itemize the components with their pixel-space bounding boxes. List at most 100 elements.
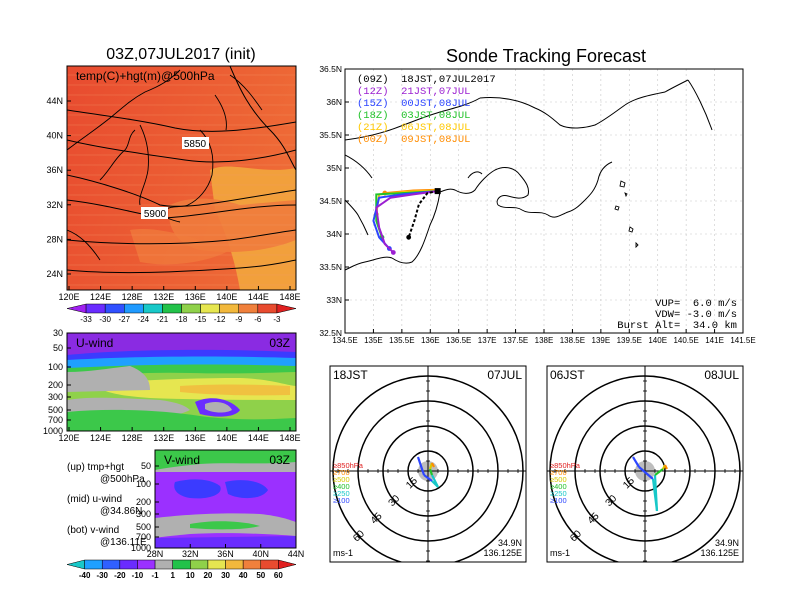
track-lat-label: 32.5N xyxy=(319,328,342,338)
wind-trace-segment xyxy=(428,468,434,476)
hodograph-panel-0: 18JST 07JUL15304560≥850hPa≥700≥500≥400≥25… xyxy=(329,365,527,563)
note-up-1: (up) tmp+hgt xyxy=(67,462,124,473)
param-vup: VUP= 6.0 m/s xyxy=(655,298,737,310)
track-lon-label: 140.5E xyxy=(673,336,698,345)
vwind-lat-label: 40N xyxy=(252,549,269,559)
map-lat-axis: 44N 40N 36N 32N 28N 24N xyxy=(46,96,71,279)
temp-colorbar-swatch xyxy=(257,303,278,314)
track-lat-label: 33.5N xyxy=(319,262,342,272)
note-bot-1: (bot) v-wind xyxy=(67,525,119,536)
track-lon-label: 136E xyxy=(421,336,440,345)
vwind-lat-label: 28N xyxy=(147,549,164,559)
map-lon-label: 132E xyxy=(153,292,174,302)
wind-colorbar-swatch xyxy=(137,559,156,570)
track-lon-label: 141.5E xyxy=(730,336,755,345)
track-lon-label: 139E xyxy=(592,336,611,345)
hodograph-level-label: ≥250 xyxy=(550,489,567,498)
temp-colorbar-label: -30 xyxy=(99,315,111,324)
temp-colorbar-label: -24 xyxy=(138,315,150,324)
hodograph-time-jst: 18JST xyxy=(333,368,368,382)
vwind-p-label: 700 xyxy=(136,532,151,542)
tracking-lat-axis: 36.5N 36N 35.5N 35N 34.5N 34N 33.5N 33N 32.5N xyxy=(319,64,349,338)
temp-colorbar-swatch xyxy=(181,303,201,314)
uwind-lon-axis: 120E 124E 128E 132E 136E 140E 144E 148E xyxy=(58,427,301,443)
uwind-lon-label: 144E xyxy=(248,433,269,443)
track-lon-label: 138.5E xyxy=(560,336,585,345)
wind-trace-segment xyxy=(654,468,664,476)
uwind-p-label: 30 xyxy=(53,328,63,338)
track-lat-label: 35N xyxy=(326,163,342,173)
hodograph-frame xyxy=(329,365,527,563)
wind-colorbar-swatch xyxy=(101,559,121,570)
landing-point-0 xyxy=(406,234,412,240)
wind-trace-segment xyxy=(423,474,433,482)
wind-colorbar-swatch xyxy=(172,559,191,570)
wind-colorbar-swatch xyxy=(260,559,279,570)
note-mid-2: @34.86N xyxy=(100,506,142,517)
vwind-p-label: 300 xyxy=(136,509,151,519)
temp-map: 5850 5900 temp(C)+hgt(m)@500hPa 44N 40N 36… xyxy=(46,65,301,302)
hodograph-level-label: ≥850hPa xyxy=(550,461,581,470)
uwind-p-label: 500 xyxy=(48,405,63,415)
wind-colorbar-swatch xyxy=(84,559,103,570)
uwind-label: U-wind xyxy=(76,336,113,350)
temp-colorbar-label: -9 xyxy=(235,315,243,324)
small-islands xyxy=(614,180,639,249)
hodograph-lon: 136.125E xyxy=(483,548,522,558)
temp-colorbar-swatch xyxy=(276,303,297,314)
panel-notes: (up) tmp+hgt @500hPa (mid) u-wind @34.86… xyxy=(67,462,147,548)
temp-colorbar-label: -27 xyxy=(118,315,130,324)
uwind-lon-label: 140E xyxy=(216,433,237,443)
hodograph-frame xyxy=(546,365,744,563)
hodograph-level-label: ≥250 xyxy=(333,489,350,498)
wind-colorbar-swatch xyxy=(119,559,138,570)
uwind-time: 03Z xyxy=(269,336,290,350)
hodograph-date: 07JUL xyxy=(487,368,522,382)
track-lon-label: 138E xyxy=(535,336,554,345)
wind-colorbar-swatch xyxy=(278,559,297,570)
track-lat-label: 33N xyxy=(326,295,342,305)
wind-trace-segment xyxy=(653,474,659,512)
track-lon-label: 137E xyxy=(478,336,497,345)
temp-colorbar-swatch xyxy=(238,303,259,314)
note-mid-1: (mid) u-wind xyxy=(67,494,122,505)
wind-colorbar: -40 -30 -20 -10 -1 1 10 20 30 40 50 60 xyxy=(66,559,297,580)
contour-label-5850: 5850 xyxy=(184,139,207,150)
vwind-label: V-wind xyxy=(164,453,200,467)
track-line-0 xyxy=(407,190,438,238)
wind-trace-segment xyxy=(632,456,640,468)
vwind-lat-label: 44N xyxy=(288,549,305,559)
track-lon-label: 135.5E xyxy=(389,336,414,345)
wind-colorbar-label: -40 xyxy=(79,571,91,580)
map-lat-label: 32N xyxy=(46,200,63,210)
temp-colorbar-swatch xyxy=(200,303,220,314)
legend-21z: (21Z) 06JST,08JUL xyxy=(357,122,470,134)
wind-trace-segment xyxy=(416,456,426,476)
param-vdw: VDW= -3.0 m/s xyxy=(655,309,737,321)
hodograph-level-label: ≥500 xyxy=(550,475,567,484)
temp-colorbar-label: -6 xyxy=(254,315,262,324)
hodograph-unit: ms-1 xyxy=(333,548,353,558)
hodograph-level-label: ≥700 xyxy=(333,468,350,477)
vwind-p-label: 1000 xyxy=(131,543,151,553)
wind-colorbar-label: -1 xyxy=(152,571,160,580)
hodograph-rings xyxy=(547,366,743,562)
uwind-lon-label: 132E xyxy=(153,433,174,443)
hodograph-level-label: ≥700 xyxy=(550,468,567,477)
legend-15z: (15Z) 00JST,08JUL xyxy=(357,98,470,110)
launch-site-marker xyxy=(434,188,441,195)
param-burst: Burst Alt= 34.0 km xyxy=(617,320,737,332)
map-lat-label: 40N xyxy=(46,131,63,141)
wind-colorbar-label: 1 xyxy=(170,571,175,580)
uwind-p-label: 300 xyxy=(48,392,63,402)
wind-colorbar-label: -20 xyxy=(114,571,126,580)
track-lat-label: 34N xyxy=(326,229,342,239)
temp-colorbar-label: -33 xyxy=(80,315,92,324)
uwind-p-label: 200 xyxy=(48,380,63,390)
hodograph-lat: 34.9N xyxy=(715,538,739,548)
tracking-panel: 36.5N 36N 35.5N 35N 34.5N 34N 33.5N 33N 32.5N 13… xyxy=(319,64,755,345)
